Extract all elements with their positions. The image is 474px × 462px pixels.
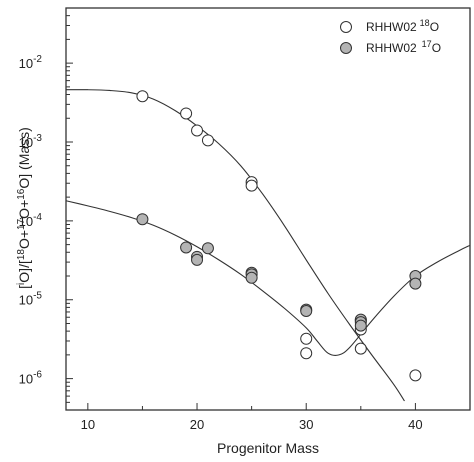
data-point-series-0 xyxy=(191,124,204,137)
plot-frame xyxy=(65,7,471,411)
legend-marker-open-circle xyxy=(340,21,352,33)
data-point-series-0 xyxy=(245,179,258,192)
y-tick-label: 10-5 xyxy=(19,291,43,308)
data-point-series-0 xyxy=(409,369,422,382)
data-point-series-0 xyxy=(136,90,149,103)
y-tick-label: 10-4 xyxy=(19,212,43,229)
data-point-series-1 xyxy=(300,304,313,317)
legend: RHHW02 18O RHHW02 17O xyxy=(340,18,441,55)
data-point-series-1 xyxy=(136,213,149,226)
fit-curves xyxy=(65,89,471,402)
y-tick-label: 10-3 xyxy=(19,133,43,150)
y-tick-label: 10-2 xyxy=(19,54,43,71)
fit-curve-series-0 xyxy=(65,89,405,402)
data-point-series-1 xyxy=(409,277,422,290)
x-tick-label: 30 xyxy=(299,417,313,432)
data-point-series-1 xyxy=(180,241,193,254)
data-point-series-1 xyxy=(245,271,258,284)
x-tick-label: 20 xyxy=(190,417,204,432)
x-axis-title: Progenitor Mass xyxy=(217,440,319,456)
data-point-series-0 xyxy=(300,332,313,345)
x-tick-label: 40 xyxy=(408,417,422,432)
data-point-series-1 xyxy=(354,319,367,332)
data-point-series-0 xyxy=(300,347,313,360)
data-point-series-0 xyxy=(354,342,367,355)
y-axis-title: [iO]/[18O+17O+16O] (Mass) xyxy=(16,127,32,289)
axis-ticks: 10 20 30 40 10-6 10-5 10-4 10-3 10-2 xyxy=(19,7,471,432)
y-tick-label: 10-6 xyxy=(19,370,43,387)
legend-label-18o: RHHW02 18O xyxy=(366,18,439,34)
legend-label-17o: RHHW02 17O xyxy=(366,39,441,55)
data-point-series-0 xyxy=(201,134,214,147)
data-point-series-1 xyxy=(191,253,204,266)
data-point-series-1 xyxy=(201,242,214,255)
data-points xyxy=(136,90,422,382)
legend-marker-filled-circle xyxy=(340,42,352,54)
fit-curve-series-1 xyxy=(65,200,471,356)
x-tick-label: 10 xyxy=(81,417,95,432)
data-point-series-0 xyxy=(180,107,193,120)
